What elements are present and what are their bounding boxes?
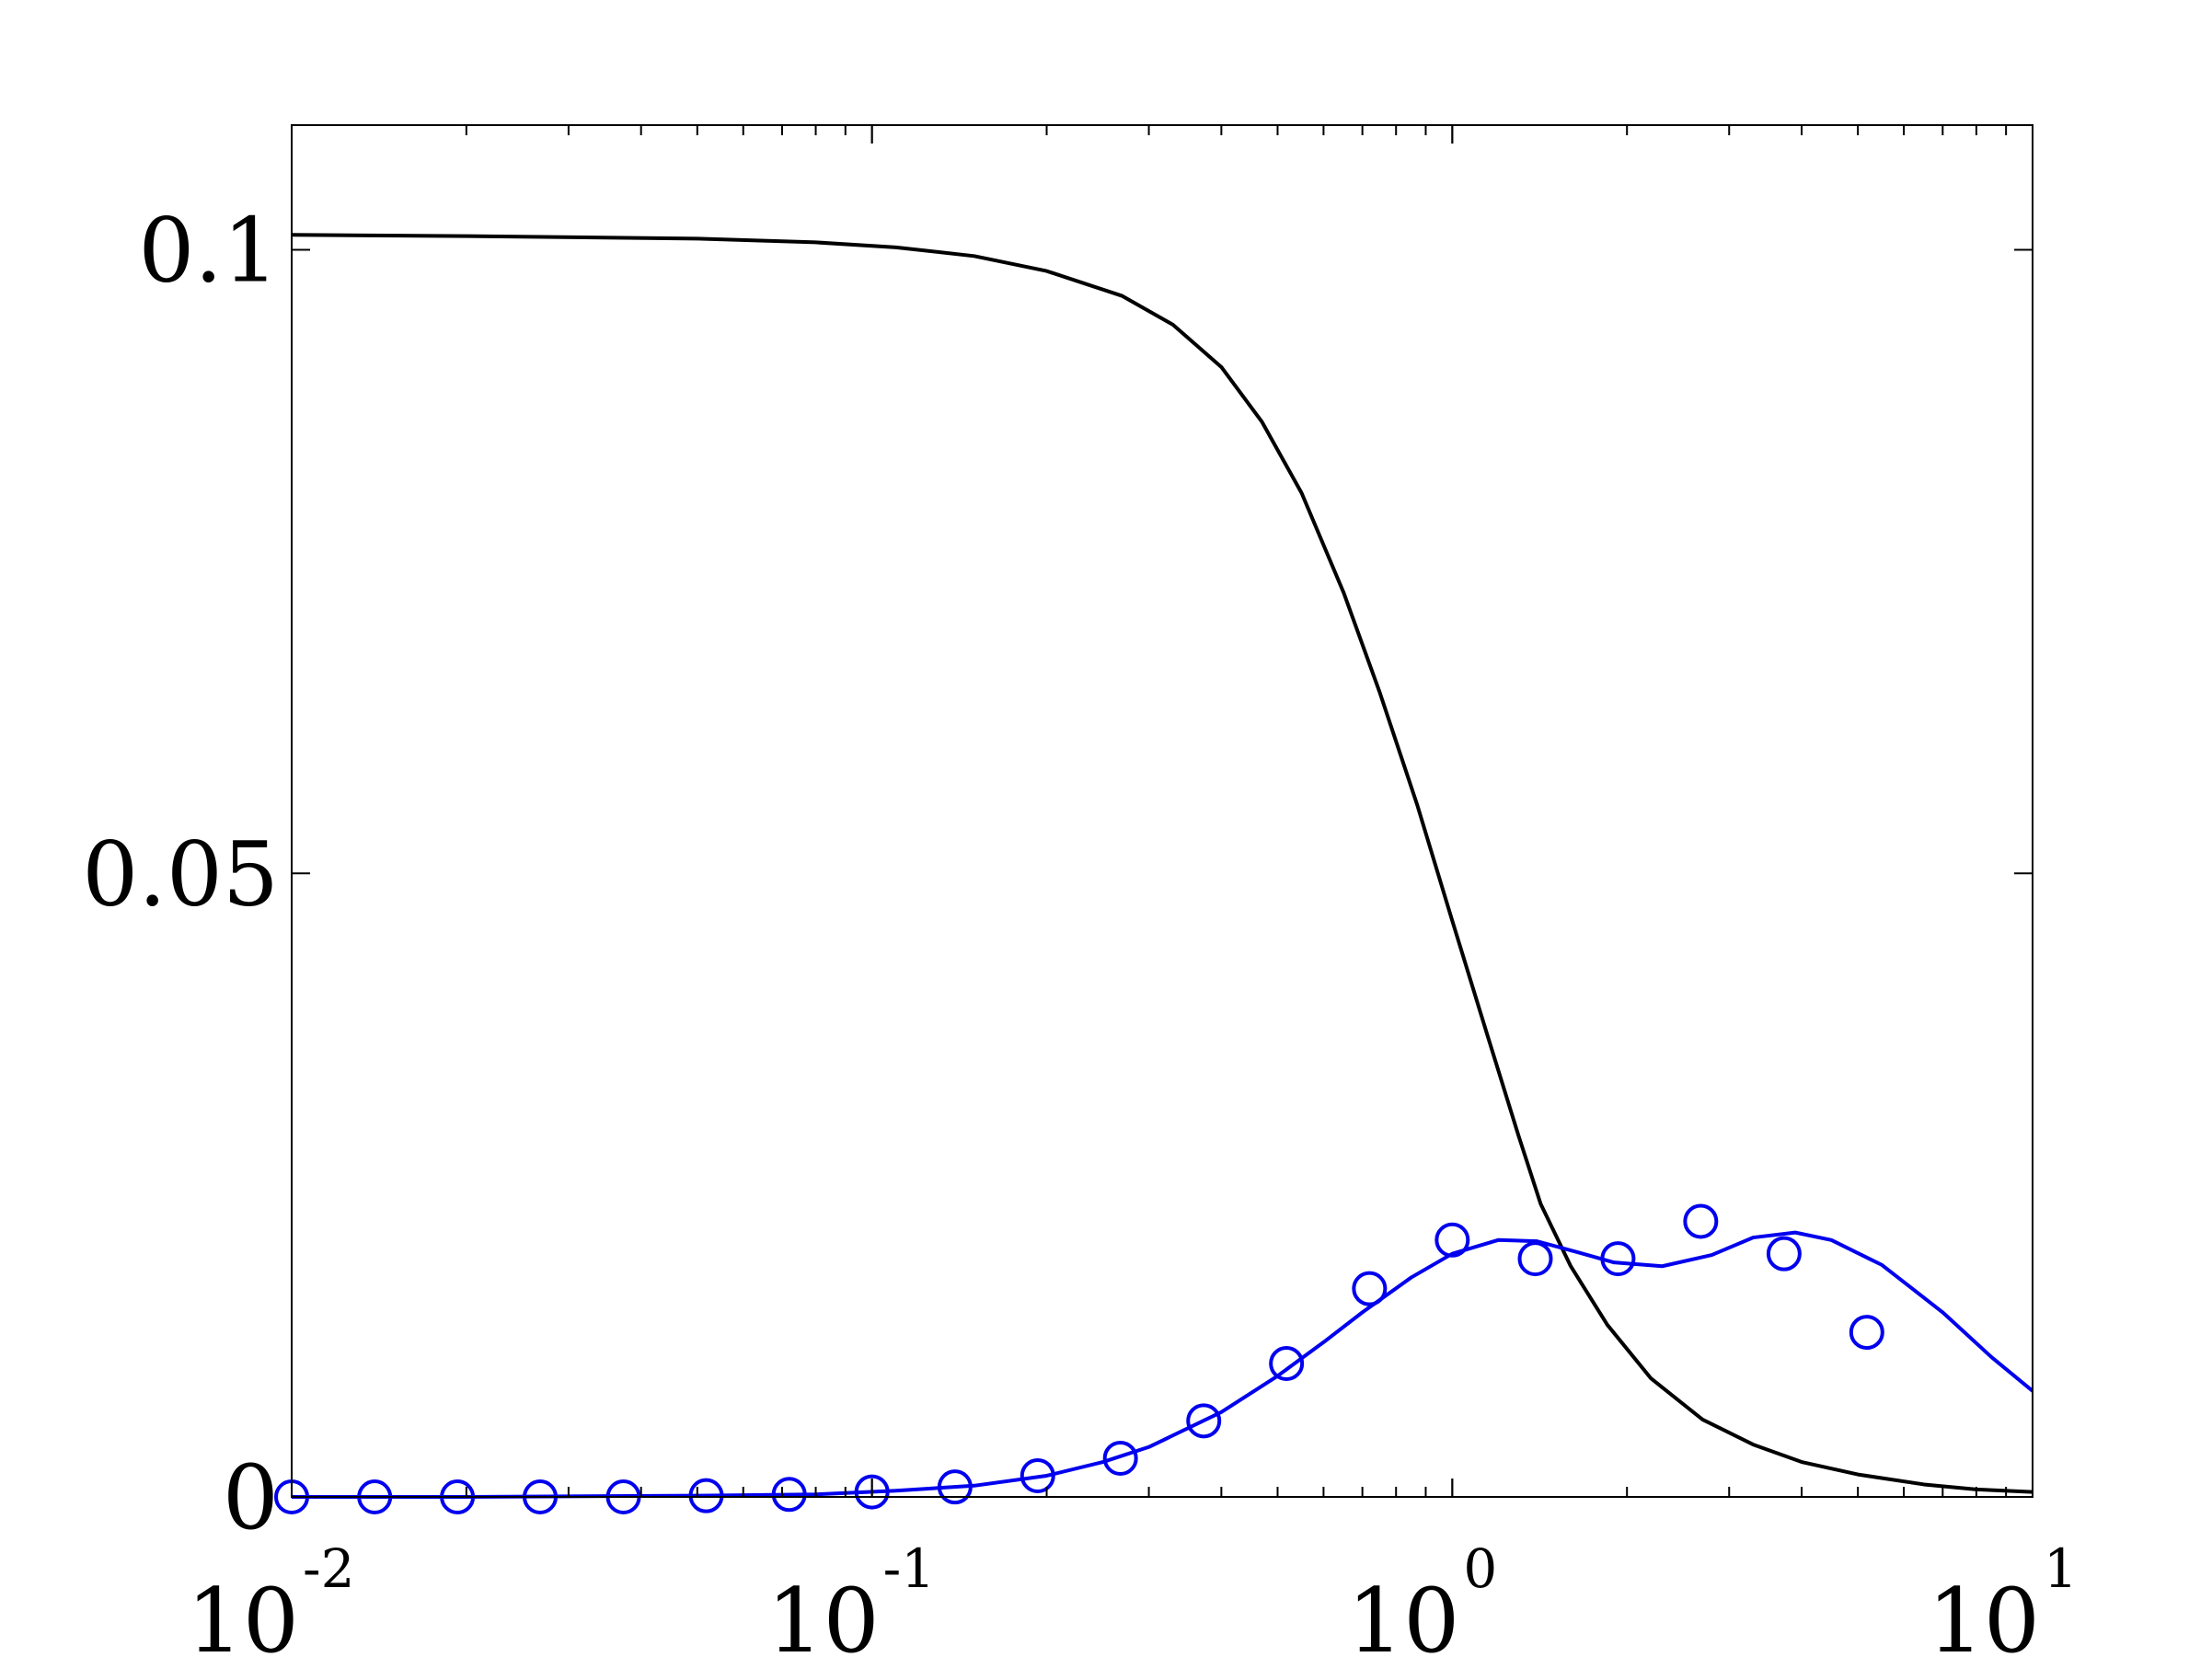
- series-marker-2: [688, 1478, 724, 1513]
- x-tick-base: 10: [1347, 1570, 1459, 1657]
- y-tick-label: 0.05: [82, 823, 279, 926]
- y-tick-label: 0: [223, 1446, 279, 1549]
- series-marker-2: [771, 1477, 807, 1513]
- series-marker-2: [1683, 1203, 1719, 1239]
- series-marker-2: [1600, 1241, 1636, 1277]
- x-tick-base: 10: [767, 1570, 880, 1657]
- x-tick-label: 10-1: [767, 1537, 936, 1657]
- x-tick-exponent: -1: [883, 1537, 936, 1600]
- series-marker-2: [1020, 1457, 1055, 1493]
- series-marker-2: [1434, 1222, 1470, 1258]
- series-marker-2: [1269, 1345, 1305, 1381]
- x-tick-base: 10: [1928, 1570, 2040, 1657]
- x-tick-label: 10-2: [187, 1537, 355, 1657]
- x-tick-base: 10: [187, 1570, 299, 1657]
- series-marker-2: [1352, 1271, 1388, 1306]
- y-tick-labels: 0 0.05 0.1: [82, 200, 279, 1549]
- series-marker-2: [937, 1469, 973, 1505]
- x-tick-exponent: 1: [2044, 1537, 2078, 1600]
- axis-ticks: [291, 125, 2033, 1498]
- x-tick-exponent: 0: [1463, 1537, 1497, 1600]
- series-line-2: [292, 1230, 2034, 1499]
- series-marker-2: [854, 1474, 890, 1510]
- x-tick-label: 101: [1928, 1537, 2078, 1657]
- series-marker-2: [1186, 1403, 1222, 1439]
- y-tick-label: 0.1: [138, 200, 279, 303]
- series-line-1: [291, 233, 2033, 1494]
- series-marker-2: [1849, 1315, 1884, 1351]
- plot-frame: [291, 124, 2033, 1498]
- series-marker-2: [1766, 1236, 1802, 1272]
- x-tick-label: 100: [1347, 1537, 1497, 1657]
- series-marker-2: [1102, 1440, 1138, 1476]
- x-tick-exponent: -2: [303, 1537, 355, 1600]
- series-marker-2: [1517, 1241, 1553, 1277]
